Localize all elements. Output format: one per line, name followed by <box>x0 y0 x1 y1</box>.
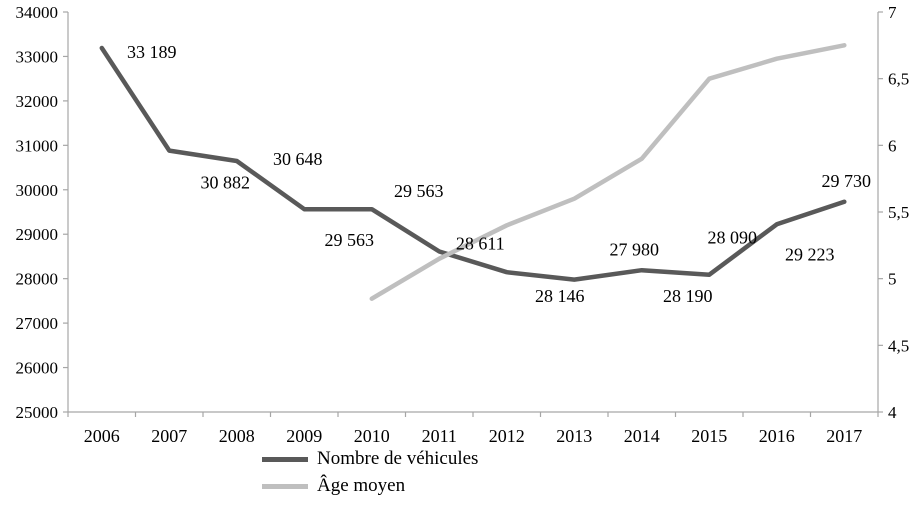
left-axis-tick-label: 31000 <box>16 136 59 155</box>
legend-item-age-moyen: Âge moyen <box>262 475 478 497</box>
x-axis-tick-label: 2012 <box>489 426 525 446</box>
left-axis-tick-label: 29000 <box>16 225 59 244</box>
data-label: 29 223 <box>785 244 835 264</box>
legend-label-age-moyen: Âge moyen <box>317 475 406 496</box>
data-label: 30 882 <box>201 173 251 193</box>
data-label: 27 980 <box>610 240 660 260</box>
x-axis-tick-label: 2008 <box>219 426 255 446</box>
legend-label-nombre-de-vehicules: Nombre de véhicules <box>317 448 479 469</box>
x-axis-tick-label: 2015 <box>691 426 727 446</box>
data-label: 29 730 <box>822 171 872 191</box>
series-line-age-moyen <box>369 43 847 301</box>
legend-swatch-age-moyen <box>262 483 308 489</box>
x-axis-tick-label: 2014 <box>624 426 660 446</box>
legend: Nombre de véhicules Âge moyen <box>262 448 478 497</box>
legend-swatch-nombre-de-vehicules <box>262 456 308 462</box>
left-axis-tick-label: 27000 <box>16 314 59 333</box>
data-label: 29 563 <box>325 230 375 250</box>
x-axis-tick-label: 2006 <box>84 426 120 446</box>
right-axis-tick-label: 7 <box>888 3 897 22</box>
x-axis-tick-label: 2017 <box>826 426 862 446</box>
data-label: 28 190 <box>663 286 713 306</box>
x-axis-tick-label: 2009 <box>286 426 322 446</box>
left-axis-tick-label: 33000 <box>16 47 59 66</box>
right-axis-tick-label: 4,5 <box>888 336 909 355</box>
data-label: 33 189 <box>127 42 177 62</box>
data-label: 29 563 <box>394 181 444 201</box>
left-axis-tick-label: 30000 <box>16 181 59 200</box>
right-axis-tick-label: 5,5 <box>888 203 909 222</box>
left-axis-tick-label: 25000 <box>16 403 59 422</box>
left-axis-tick-label: 26000 <box>16 359 59 378</box>
x-axis-tick-label: 2010 <box>354 426 390 446</box>
data-label: 28 090 <box>708 228 758 248</box>
left-axis-tick-label: 34000 <box>16 3 59 22</box>
right-axis-tick-label: 4 <box>888 403 897 422</box>
data-label: 30 648 <box>273 149 323 169</box>
legend-item-nombre-de-vehicules: Nombre de véhicules <box>262 448 478 470</box>
right-axis-tick-label: 6 <box>888 136 897 155</box>
data-label: 28 611 <box>456 234 505 254</box>
left-axis-tick-label: 28000 <box>16 270 59 289</box>
x-axis-tick-label: 2011 <box>422 426 457 446</box>
x-axis-tick-label: 2007 <box>151 426 187 446</box>
x-axis-tick-label: 2016 <box>759 426 795 446</box>
data-label: 28 146 <box>535 286 585 306</box>
right-axis-tick-label: 5 <box>888 270 897 289</box>
x-axis-tick-label: 2013 <box>556 426 592 446</box>
right-axis-tick-label: 6,5 <box>888 70 909 89</box>
series-line-nombre-de-vehicules <box>99 45 847 282</box>
left-axis-tick-label: 32000 <box>16 92 59 111</box>
